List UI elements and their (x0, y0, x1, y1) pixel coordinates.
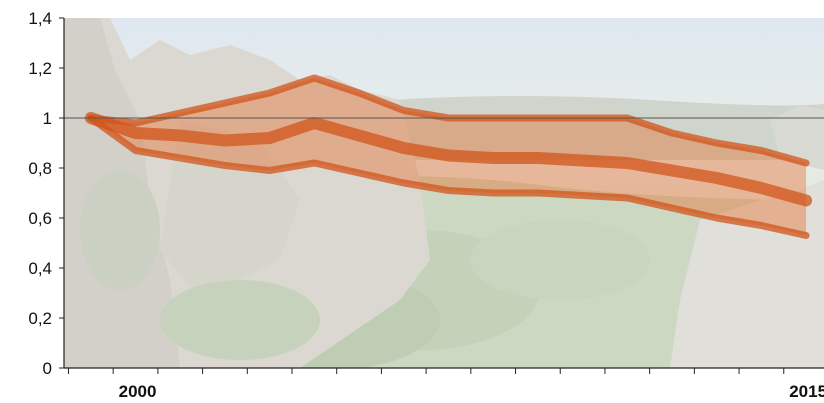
confidence-bands (90, 78, 807, 236)
y-tick-label: 0,2 (28, 309, 52, 328)
band-2 (90, 118, 807, 236)
y-tick-label: 1 (43, 109, 52, 128)
y-tick-label: 1,2 (28, 59, 52, 78)
y-tick-label: 0,8 (28, 159, 52, 178)
y-tick-label: 0 (43, 359, 52, 378)
x-tick-label: 2015 (789, 382, 824, 401)
x-tick-label: 2000 (119, 382, 157, 401)
background-photo (64, 18, 824, 368)
y-axis-ticks: 0 0,2 0,4 0,6 0,8 1 1,2 1,4 (28, 9, 64, 378)
y-tick-label: 1,4 (28, 9, 52, 28)
band-1 (90, 78, 807, 201)
y-tick-label: 0,6 (28, 209, 52, 228)
series-line-3 (87, 114, 810, 239)
series-line-2 (84, 112, 813, 207)
x-axis-ticks: 2000 2015 (67, 368, 824, 401)
y-tick-label: 0,4 (28, 259, 52, 278)
